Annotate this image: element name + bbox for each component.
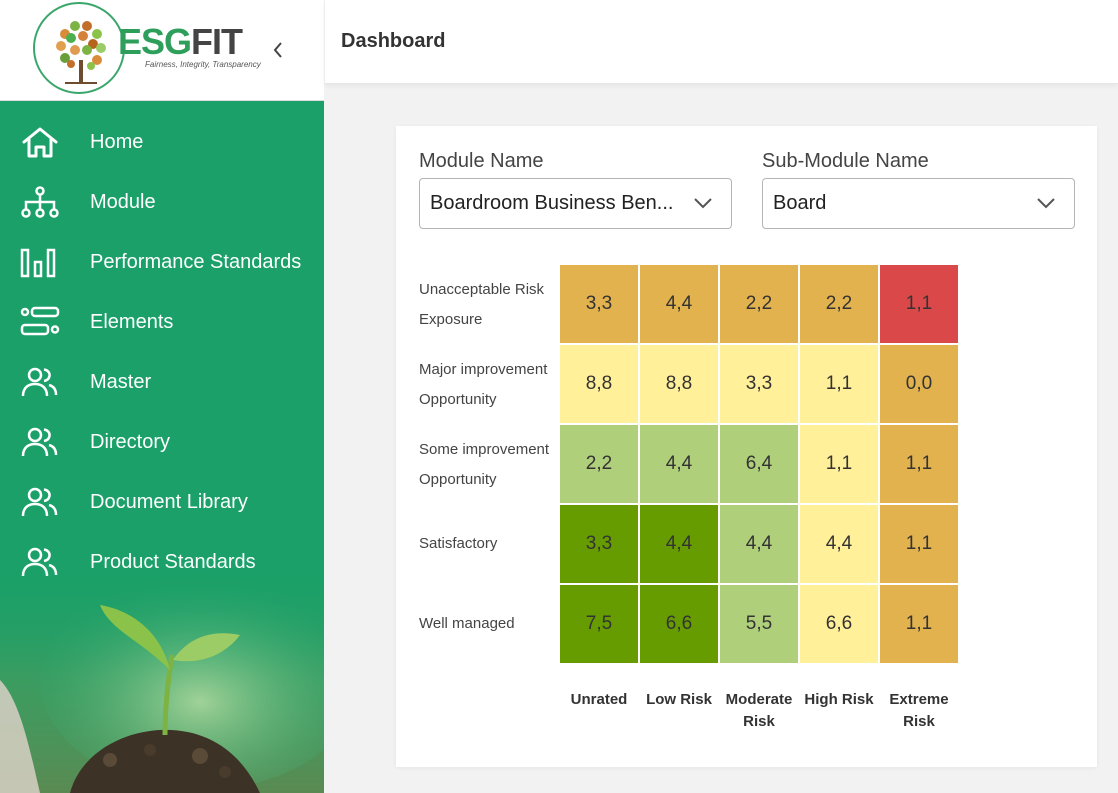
heatmap-cell: 3,3 [560, 505, 638, 583]
logo-area: ESGFIT Fairness, Integrity, Transparency [0, 0, 324, 101]
sidebar-item-master[interactable]: Master [0, 352, 324, 412]
elements-icon [20, 306, 60, 336]
heatmap-column-label: Unrated [570, 691, 628, 708]
sub-module-name-label: Sub-Module Name [762, 150, 929, 172]
heatmap-row-label: Some improvement Opportunity [419, 441, 550, 488]
heatmap-cell: 0,0 [880, 345, 958, 423]
home-icon [22, 127, 58, 158]
heatmap-cell: 1,1 [800, 345, 878, 423]
sidebar-item-home[interactable]: Home [0, 112, 324, 172]
module-name-select[interactable]: Boardroom Business Ben... [419, 178, 732, 229]
heatmap-cell: 3,3 [560, 265, 638, 343]
sidebar-item-label: Module [90, 191, 156, 213]
collapse-sidebar-button[interactable] [266, 38, 290, 62]
page-title: Dashboard [341, 30, 446, 52]
sidebar-item-performance-standards[interactable]: Performance Standards [0, 232, 324, 292]
heatmap-cell: 8,8 [640, 345, 718, 423]
hierarchy-icon [21, 186, 59, 218]
heatmap-cell: 4,4 [640, 505, 718, 583]
heatmap-row-label: Satisfactory [419, 535, 498, 552]
heatmap-cell: 4,4 [800, 505, 878, 583]
chevron-left-icon [273, 42, 282, 58]
heatmap-cell: 2,2 [800, 265, 878, 343]
sidebar-item-label: Master [90, 371, 152, 393]
heatmap-cell: 2,2 [560, 425, 638, 503]
sidebar-item-label: Home [90, 131, 144, 153]
module-name-label: Module Name [419, 150, 544, 172]
sub-module-name-select[interactable]: Board [762, 178, 1075, 229]
heatmap-cell: 1,1 [880, 425, 958, 503]
sidebar-nav: Home Module Performance Standards [0, 112, 324, 592]
brand-name: ESGFIT [118, 21, 243, 62]
bar-chart-icon [20, 248, 56, 278]
heatmap-column-label: Moderate Risk [725, 691, 793, 730]
sidebar-item-label: Elements [90, 311, 174, 333]
heatmap-column-label: Extreme Risk [889, 691, 949, 730]
sidebar-item-document-library[interactable]: Document Library [0, 472, 324, 532]
heatmap-cell: 3,3 [720, 345, 798, 423]
heatmap-cell: 7,5 [560, 585, 638, 663]
users-icon [21, 487, 58, 517]
sidebar-item-directory[interactable]: Directory [0, 412, 324, 472]
heatmap-cell: 4,4 [640, 425, 718, 503]
users-icon [21, 367, 58, 397]
brand-tagline: Fairness, Integrity, Transparency [145, 60, 261, 69]
heatmap-column-label: Low Risk [646, 691, 712, 708]
sidebar-item-label: Document Library [90, 491, 248, 513]
dashboard-card: Module Name Boardroom Business Ben... Su… [396, 126, 1097, 767]
heatmap-row-label: Well managed [419, 615, 515, 632]
heatmap-cell: 1,1 [800, 425, 878, 503]
users-icon [21, 427, 58, 457]
heatmap-cell: 6,6 [800, 585, 878, 663]
sidebar: ESGFIT Fairness, Integrity, Transparency… [0, 0, 324, 793]
module-name-value: Boardroom Business Ben... [430, 192, 674, 214]
heatmap-cell: 1,1 [880, 265, 958, 343]
heatmap-column-label: High Risk [804, 691, 874, 708]
chevron-down-icon [694, 198, 712, 209]
heatmap-row-label: Major improvement Opportunity [419, 361, 548, 408]
heatmap-cell: 1,1 [880, 585, 958, 663]
heatmap-cell: 5,5 [720, 585, 798, 663]
heatmap-cell: 8,8 [560, 345, 638, 423]
sidebar-item-label: Performance Standards [90, 251, 302, 273]
logo-tree-emblem [33, 2, 125, 94]
heatmap-cell: 6,4 [720, 425, 798, 503]
sidebar-item-label: Directory [90, 431, 171, 453]
heatmap-cell: 4,4 [720, 505, 798, 583]
top-header: Dashboard [325, 0, 1118, 84]
heatmap-cell: 1,1 [880, 505, 958, 583]
heatmap-cell: 6,6 [640, 585, 718, 663]
chevron-down-icon [1037, 198, 1055, 209]
heatmap-row-label: Unacceptable Risk Exposure [419, 281, 545, 328]
sidebar-item-module[interactable]: Module [0, 172, 324, 232]
heatmap-cell: 2,2 [720, 265, 798, 343]
heatmap-cell: 4,4 [640, 265, 718, 343]
sub-module-name-value: Board [773, 192, 827, 214]
sidebar-item-elements[interactable]: Elements [0, 292, 324, 352]
sprout-illustration [0, 560, 324, 793]
